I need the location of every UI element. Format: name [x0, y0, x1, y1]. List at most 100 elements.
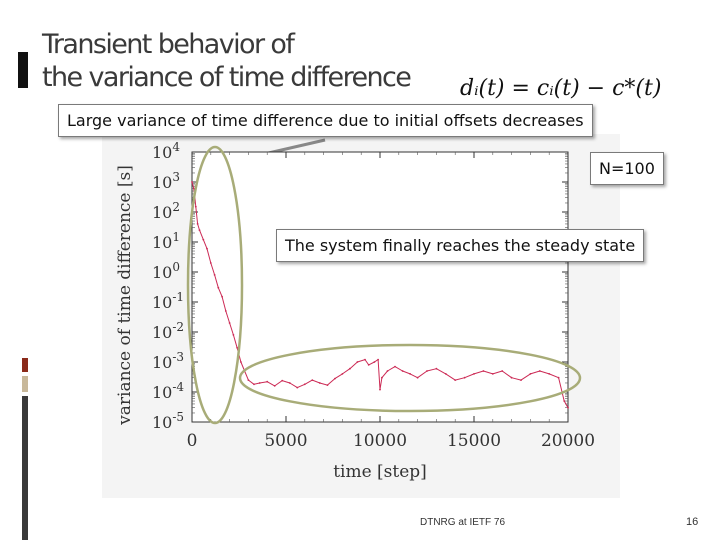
series-point: [213, 274, 216, 276]
series-point: [529, 373, 532, 375]
steady-phase-highlight: [238, 343, 582, 413]
series-point: [491, 373, 494, 375]
y-tick-exponent: -1: [172, 290, 184, 304]
y-axis-label: variance of time difference [s]: [115, 165, 135, 426]
y-tick-base: 10: [152, 413, 172, 432]
y-tick-base: 10: [152, 353, 172, 372]
x-axis-label: time [step]: [333, 462, 427, 482]
series-point: [482, 370, 485, 372]
series-point: [394, 365, 396, 368]
series-point: [258, 382, 261, 384]
title-accent-bar: [18, 52, 28, 88]
footer-text: DTNRG at IETF 76: [420, 517, 506, 528]
series-point: [510, 376, 513, 379]
series-point: [196, 223, 199, 225]
slide-title: Transient behavior of the variance of ti…: [42, 29, 412, 93]
time-difference-formula: dᵢ(t) = cᵢ(t) − c*(t): [460, 76, 662, 101]
y-tick-base: 10: [152, 233, 172, 252]
initial-offset-callout: Large variance of time difference due to…: [58, 104, 593, 137]
y-tick-label: 104: [152, 140, 180, 162]
series-point: [356, 361, 359, 363]
left-decorative-stripe: [22, 358, 28, 540]
series-point: [224, 310, 227, 312]
y-tick-base: 10: [152, 263, 172, 282]
y-tick-exponent: 4: [172, 140, 180, 154]
series-point: [444, 373, 447, 375]
series-point: [416, 376, 419, 379]
series-point: [364, 358, 366, 361]
y-tick-base: 10: [152, 203, 172, 222]
y-tick-exponent: 3: [172, 170, 180, 184]
series-point: [221, 295, 224, 298]
y-tick-base: 10: [152, 383, 172, 402]
series-point: [247, 379, 250, 381]
stripe-segment-bottom: [22, 396, 28, 540]
x-tick-label: 0: [187, 431, 198, 451]
series-point: [191, 181, 193, 183]
series-point: [288, 382, 291, 384]
series-point: [253, 383, 255, 386]
series-point: [228, 322, 231, 324]
y-tick-label: 103: [152, 170, 180, 192]
series-point: [454, 379, 457, 381]
series-point: [473, 373, 475, 375]
series-point: [334, 377, 336, 380]
series-point: [273, 385, 276, 387]
y-tick-label: 102: [152, 200, 180, 222]
y-tick-label: 100: [152, 260, 180, 282]
series-point: [373, 361, 376, 363]
series-point: [520, 379, 522, 381]
series-point: [381, 376, 383, 379]
series-point: [538, 370, 541, 372]
stripe-segment-top: [22, 358, 28, 372]
series-point: [217, 286, 220, 289]
series-point: [296, 386, 299, 389]
y-tick-label: 10-2: [152, 320, 184, 342]
series-point: [311, 379, 314, 381]
chart-axes: [191, 151, 569, 423]
series-point: [266, 380, 269, 383]
initial-phase-highlight: [186, 145, 244, 425]
series-point: [232, 334, 235, 336]
plot-frame: [191, 151, 569, 423]
series-point: [463, 376, 466, 379]
y-tick-base: 10: [152, 173, 172, 192]
page-number: 16: [686, 516, 699, 528]
y-tick-exponent: -4: [172, 380, 184, 394]
series-point: [236, 346, 239, 349]
series-point: [202, 238, 205, 241]
y-tick-label: 10-1: [152, 290, 184, 312]
series-point: [548, 373, 551, 375]
x-tick-label: 20000: [541, 431, 595, 451]
series-point: [367, 364, 370, 366]
series-point: [349, 367, 351, 370]
series-point: [379, 388, 381, 391]
node-count-callout: N=100: [590, 152, 664, 185]
x-tick-label: 15000: [447, 431, 501, 451]
series-point: [377, 358, 379, 361]
series-point: [281, 379, 284, 382]
series-point: [326, 384, 329, 386]
series-point: [401, 370, 404, 372]
series-point: [240, 361, 242, 363]
series-point: [206, 247, 208, 250]
series-point: [409, 373, 411, 375]
y-tick-base: 10: [152, 323, 172, 342]
series-point: [303, 383, 306, 386]
x-tick-label: 5000: [264, 431, 307, 451]
series-point: [557, 376, 560, 379]
series-point: [435, 367, 438, 370]
x-tick-label: 10000: [353, 431, 407, 451]
series-point: [426, 370, 428, 372]
series-point: [501, 370, 504, 372]
steady-state-callout: The system finally reaches the steady st…: [276, 229, 645, 262]
y-tick-exponent: -5: [172, 410, 184, 424]
y-tick-exponent: -3: [172, 350, 184, 364]
series-point: [318, 382, 321, 384]
y-tick-label: 10-5: [152, 410, 184, 432]
y-tick-exponent: 2: [172, 200, 180, 214]
y-tick-exponent: -2: [172, 320, 184, 334]
y-tick-exponent: 0: [172, 260, 180, 274]
